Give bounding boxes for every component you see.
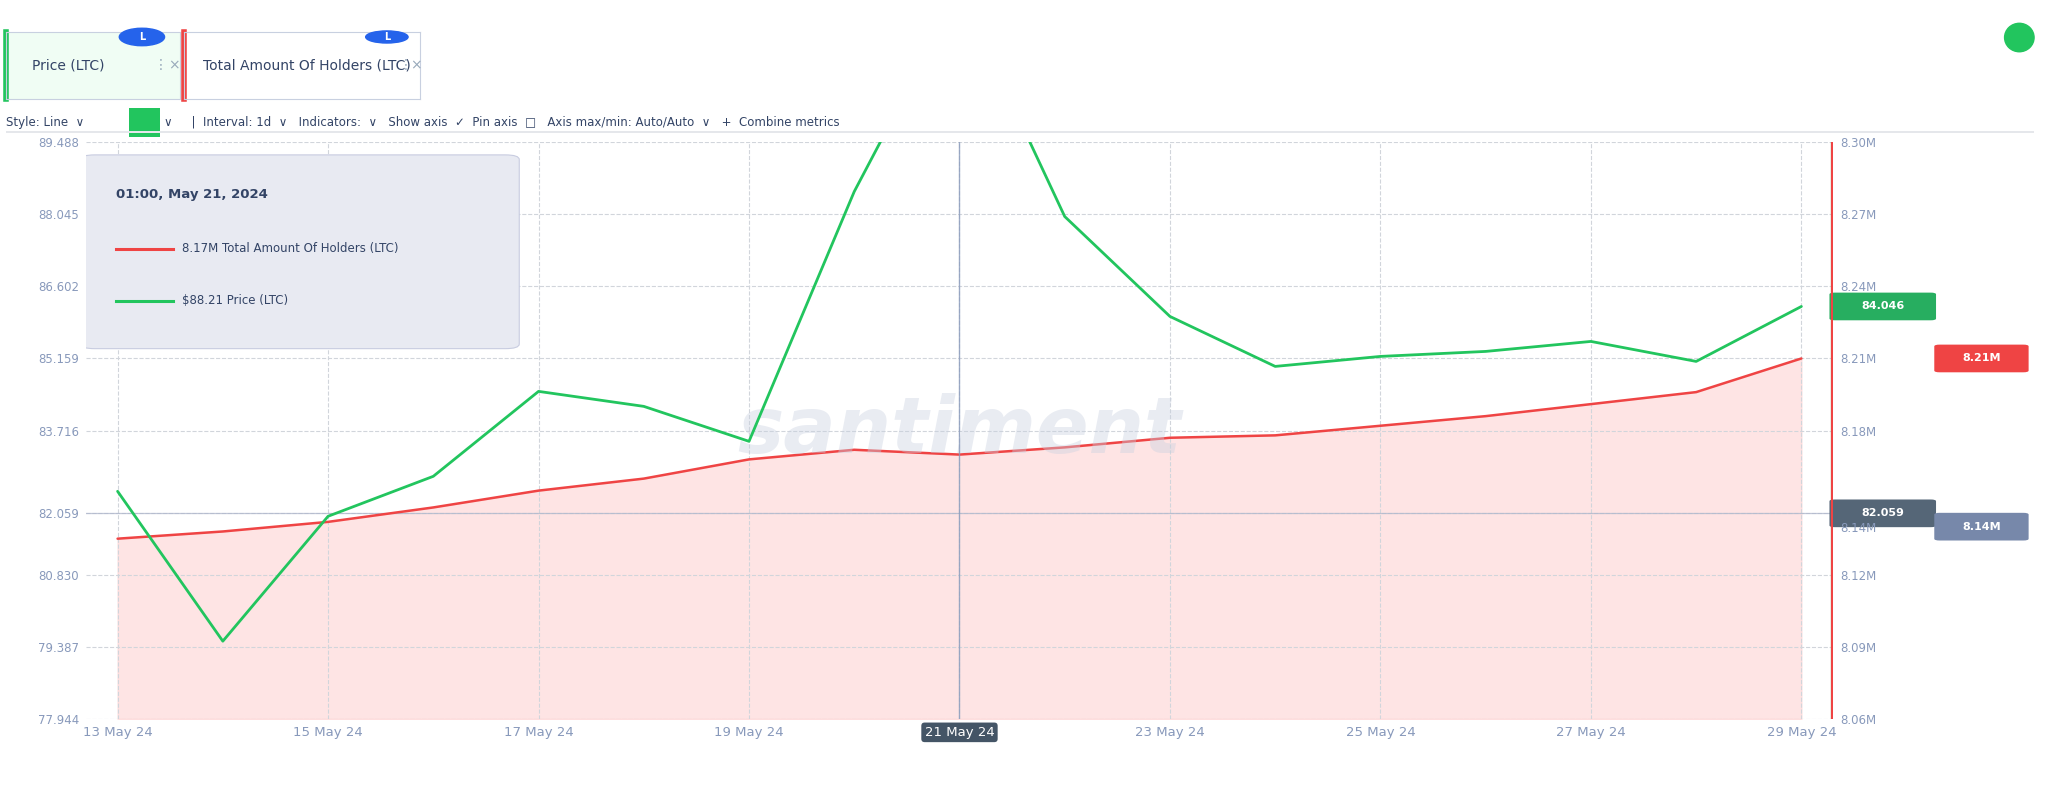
FancyBboxPatch shape <box>1829 292 1935 320</box>
Text: ×: × <box>410 58 422 72</box>
Text: Total Amount Of Holders (LTC): Total Amount Of Holders (LTC) <box>203 58 412 72</box>
Text: 82.059: 82.059 <box>1862 508 1905 518</box>
Text: L: L <box>139 32 145 42</box>
Text: santiment: santiment <box>737 393 1182 468</box>
Text: $88.21 Price (LTC): $88.21 Price (LTC) <box>182 295 289 307</box>
Text: Style: Line  ∨: Style: Line ∨ <box>6 116 84 129</box>
FancyBboxPatch shape <box>80 155 520 348</box>
Text: 84.046: 84.046 <box>1862 302 1905 311</box>
Circle shape <box>367 31 408 43</box>
Text: 8.21M: 8.21M <box>1962 353 2001 363</box>
FancyBboxPatch shape <box>1829 499 1935 527</box>
FancyBboxPatch shape <box>1933 344 2030 372</box>
Text: 8.17M Total Amount Of Holders (LTC): 8.17M Total Amount Of Holders (LTC) <box>182 243 399 255</box>
Text: ⋮: ⋮ <box>399 58 412 72</box>
Text: L: L <box>383 32 389 42</box>
Circle shape <box>2005 23 2034 51</box>
Text: ⋮: ⋮ <box>154 58 168 72</box>
Text: |  Interval: 1d  ∨   Indicators:  ∨   Show axis  ✓  Pin axis  □   Axis max/min: : | Interval: 1d ∨ Indicators: ∨ Show axis… <box>184 116 840 129</box>
Text: Price (LTC): Price (LTC) <box>33 58 104 72</box>
Text: 8.14M: 8.14M <box>1962 521 2001 532</box>
Text: ×: × <box>168 58 180 72</box>
FancyBboxPatch shape <box>1933 513 2030 540</box>
Text: 01:00, May 21, 2024: 01:00, May 21, 2024 <box>117 187 268 201</box>
Text: ∨: ∨ <box>164 116 172 129</box>
Circle shape <box>119 28 164 46</box>
